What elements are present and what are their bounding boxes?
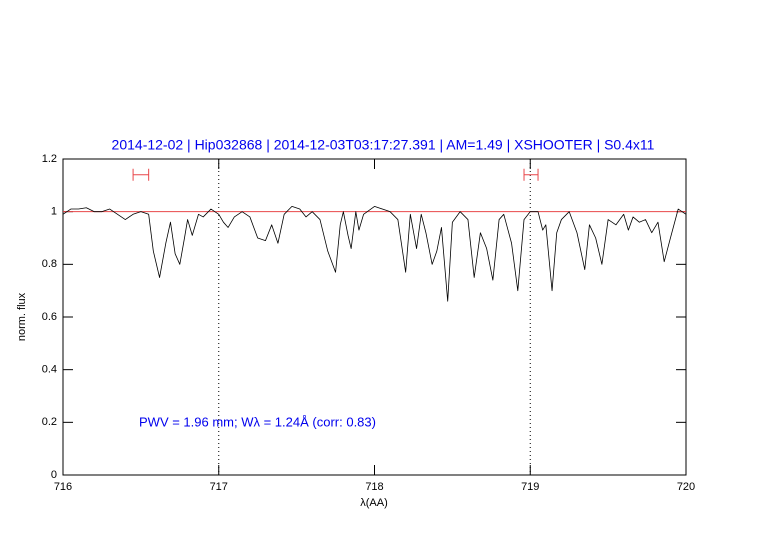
y-tick-label: 0.8 — [42, 258, 57, 270]
continuum-window — [523, 168, 539, 181]
y-tick-label: 0.2 — [42, 416, 57, 428]
y-tick-label: 0.6 — [42, 311, 57, 323]
x-axis-label: λ(AA) — [360, 497, 388, 509]
y-tick-label: 1 — [51, 206, 57, 218]
x-tick-label: 716 — [54, 481, 72, 493]
x-tick-label: 718 — [365, 481, 383, 493]
y-tick-label: 0.4 — [42, 364, 57, 376]
x-tick-label: 720 — [677, 481, 695, 493]
x-tick-label: 717 — [210, 481, 228, 493]
annotation: PWV = 1.96 mm; Wλ = 1.24Å (corr: 0.83) — [139, 414, 376, 429]
continuum-window — [132, 168, 150, 181]
y-axis-label: norm. flux — [16, 292, 28, 341]
x-tick-label: 719 — [521, 481, 539, 493]
chart-title: 2014-12-02 | Hip032868 | 2014-12-03T03:1… — [112, 137, 655, 153]
spectrum-line — [62, 206, 687, 302]
y-tick-label: 1.2 — [42, 153, 57, 165]
y-tick-label: 0 — [51, 469, 57, 481]
